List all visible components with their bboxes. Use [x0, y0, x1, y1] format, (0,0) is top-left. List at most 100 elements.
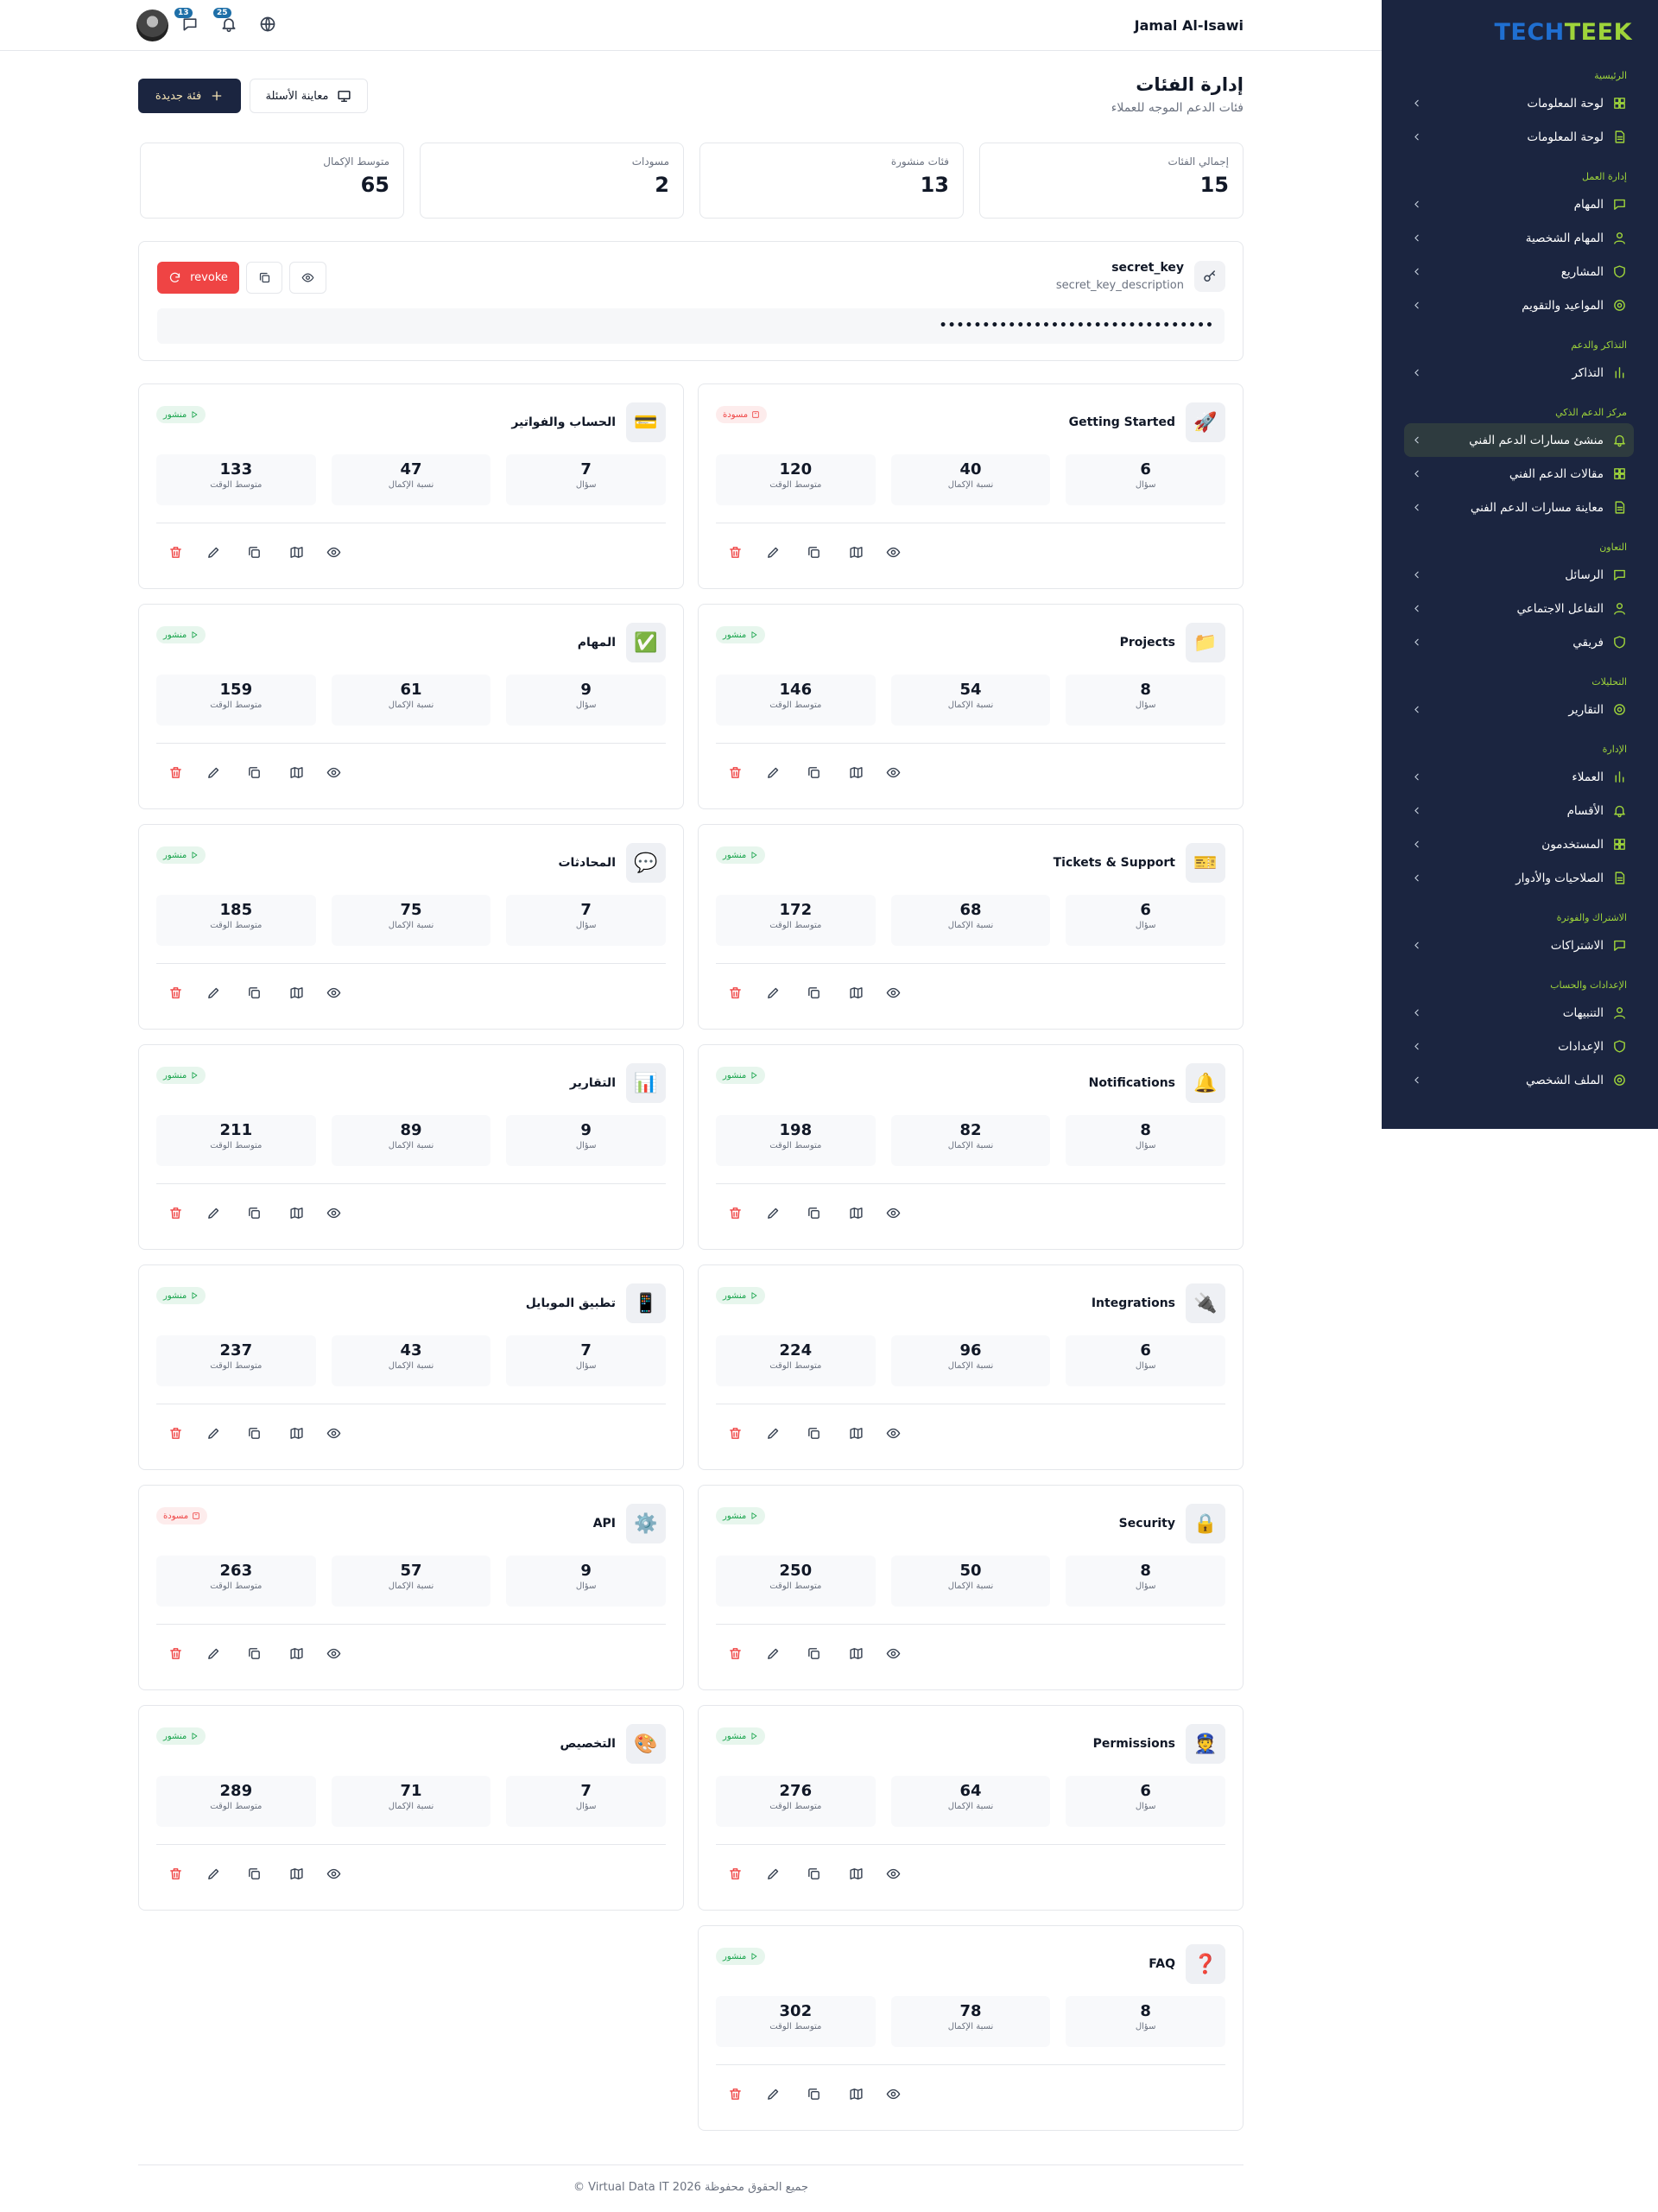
map-button[interactable]	[846, 986, 864, 1003]
edit-button[interactable]	[763, 545, 781, 562]
delete-button[interactable]	[725, 1646, 743, 1664]
map-button[interactable]	[287, 765, 304, 783]
duplicate-button[interactable]	[804, 1426, 821, 1443]
duplicate-button[interactable]	[804, 765, 821, 783]
duplicate-button[interactable]	[804, 1646, 821, 1664]
edit-button[interactable]	[204, 1426, 221, 1443]
delete-button[interactable]	[725, 1867, 743, 1884]
language-button[interactable]	[259, 16, 278, 35]
edit-button[interactable]	[204, 765, 221, 783]
view-button[interactable]	[324, 1867, 341, 1884]
edit-button[interactable]	[763, 1646, 781, 1664]
delete-button[interactable]	[725, 2087, 743, 2104]
delete-button[interactable]	[166, 1426, 183, 1443]
edit-button[interactable]	[763, 1867, 781, 1884]
delete-button[interactable]	[166, 545, 183, 562]
delete-button[interactable]	[166, 986, 183, 1003]
nav-item[interactable]: المشاريع	[1404, 255, 1634, 288]
revoke-button[interactable]: revoke	[157, 262, 239, 294]
view-button[interactable]	[883, 1206, 901, 1223]
edit-button[interactable]	[763, 765, 781, 783]
nav-item[interactable]: التذاكر	[1404, 356, 1634, 390]
duplicate-button[interactable]	[804, 986, 821, 1003]
view-button[interactable]	[324, 986, 341, 1003]
preview-button[interactable]: معاينة الأسئلة	[250, 79, 368, 113]
map-button[interactable]	[287, 1646, 304, 1664]
nav-item[interactable]: الإعدادات	[1404, 1030, 1634, 1063]
nav-item[interactable]: العملاء	[1404, 760, 1634, 794]
edit-button[interactable]	[204, 1646, 221, 1664]
nav-item[interactable]: المواعيد والتقويم	[1404, 288, 1634, 322]
duplicate-button[interactable]	[244, 1867, 262, 1884]
view-button[interactable]	[324, 1646, 341, 1664]
duplicate-button[interactable]	[804, 1206, 821, 1223]
map-button[interactable]	[287, 545, 304, 562]
map-button[interactable]	[846, 2087, 864, 2104]
nav-item[interactable]: الرسائل	[1404, 558, 1634, 592]
view-button[interactable]	[324, 1426, 341, 1443]
view-button[interactable]	[324, 1206, 341, 1223]
edit-button[interactable]	[763, 986, 781, 1003]
edit-button[interactable]	[204, 1867, 221, 1884]
map-button[interactable]	[287, 1867, 304, 1884]
edit-button[interactable]	[763, 2087, 781, 2104]
view-button[interactable]	[883, 765, 901, 783]
delete-button[interactable]	[725, 765, 743, 783]
nav-item[interactable]: الملف الشخصي	[1404, 1063, 1634, 1097]
nav-item[interactable]: المهام	[1404, 187, 1634, 221]
view-button[interactable]	[883, 1426, 901, 1443]
duplicate-button[interactable]	[804, 2087, 821, 2104]
nav-item[interactable]: مقالات الدعم الفني	[1404, 457, 1634, 491]
delete-button[interactable]	[725, 1206, 743, 1223]
edit-button[interactable]	[204, 545, 221, 562]
duplicate-button[interactable]	[244, 1646, 262, 1664]
avatar[interactable]	[136, 10, 168, 41]
nav-item[interactable]: الاشتراكات	[1404, 929, 1634, 962]
nav-item[interactable]: التفاعل الاجتماعي	[1404, 592, 1634, 625]
edit-button[interactable]	[763, 1206, 781, 1223]
nav-item[interactable]: فريقي	[1404, 625, 1634, 659]
nav-item[interactable]: منشئ مسارات الدعم الفني	[1404, 423, 1634, 457]
duplicate-button[interactable]	[244, 1426, 262, 1443]
edit-button[interactable]	[204, 1206, 221, 1223]
map-button[interactable]	[846, 1867, 864, 1884]
edit-button[interactable]	[763, 1426, 781, 1443]
map-button[interactable]	[287, 1206, 304, 1223]
view-button[interactable]	[324, 765, 341, 783]
nav-item[interactable]: لوحة المعلومات	[1404, 120, 1634, 154]
nav-item[interactable]: لوحة المعلومات	[1404, 86, 1634, 120]
delete-button[interactable]	[725, 1426, 743, 1443]
duplicate-button[interactable]	[244, 545, 262, 562]
notifications-button[interactable]: 25	[213, 8, 239, 35]
duplicate-button[interactable]	[244, 1206, 262, 1223]
nav-item[interactable]: التقارير	[1404, 693, 1634, 726]
nav-item[interactable]: المهام الشخصية	[1404, 221, 1634, 255]
map-button[interactable]	[287, 1426, 304, 1443]
user-name[interactable]: Jamal Al-Isawi	[1134, 17, 1244, 34]
map-button[interactable]	[846, 765, 864, 783]
nav-item[interactable]: الصلاحيات والأدوار	[1404, 861, 1634, 895]
new-category-button[interactable]: فئة جديدة	[138, 79, 241, 113]
view-button[interactable]	[883, 2087, 901, 2104]
nav-item[interactable]: الأقسام	[1404, 794, 1634, 827]
duplicate-button[interactable]	[804, 1867, 821, 1884]
delete-button[interactable]	[725, 986, 743, 1003]
delete-button[interactable]	[166, 765, 183, 783]
delete-button[interactable]	[166, 1867, 183, 1884]
view-button[interactable]	[883, 1867, 901, 1884]
messages-button[interactable]: 13	[174, 8, 200, 35]
edit-button[interactable]	[204, 986, 221, 1003]
duplicate-button[interactable]	[244, 765, 262, 783]
nav-item[interactable]: معاينة مسارات الدعم الفني	[1404, 491, 1634, 524]
nav-item[interactable]: التنبيهات	[1404, 996, 1634, 1030]
map-button[interactable]	[287, 986, 304, 1003]
duplicate-button[interactable]	[244, 986, 262, 1003]
view-button[interactable]	[324, 545, 341, 562]
view-button[interactable]	[883, 1646, 901, 1664]
delete-button[interactable]	[166, 1206, 183, 1223]
duplicate-button[interactable]	[804, 545, 821, 562]
map-button[interactable]	[846, 1426, 864, 1443]
view-button[interactable]	[883, 986, 901, 1003]
nav-item[interactable]: المستخدمون	[1404, 827, 1634, 861]
copy-button[interactable]	[246, 262, 282, 294]
